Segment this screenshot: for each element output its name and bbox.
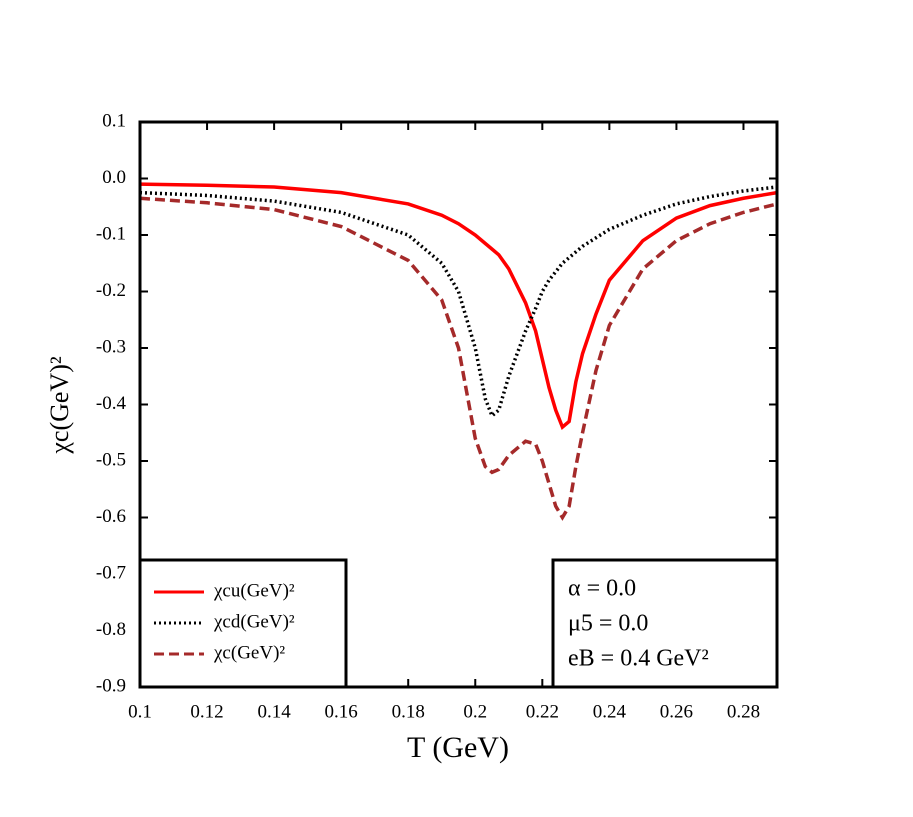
x-tick-label: 0.26 bbox=[660, 701, 693, 722]
x-axis-label: T (GeV) bbox=[407, 731, 509, 764]
x-tick-label: 0.2 bbox=[463, 701, 487, 722]
line-series bbox=[139, 196, 778, 521]
y-tick-label: -0.8 bbox=[96, 619, 126, 640]
y-tick-label: -0.2 bbox=[96, 280, 126, 301]
annotation: α = 0.0 bbox=[568, 576, 636, 602]
y-tick-label: -0.1 bbox=[96, 223, 126, 244]
y-tick-label: -0.6 bbox=[96, 506, 126, 527]
annotation: eB = 0.4 GeV² bbox=[568, 646, 709, 672]
x-tick-label: 0.24 bbox=[593, 701, 627, 722]
plot-frame bbox=[138, 120, 779, 689]
y-tick-label: 0.1 bbox=[102, 110, 126, 131]
y-tick-label: -0.9 bbox=[96, 675, 126, 696]
y-axis-label: χc(GeV)² bbox=[45, 356, 74, 454]
y-tick-label: -0.3 bbox=[96, 336, 126, 357]
y-tick-label: -0.7 bbox=[96, 562, 126, 583]
x-tick-label: 0.16 bbox=[325, 701, 358, 722]
x-tick-label: 0.22 bbox=[526, 701, 559, 722]
x-tick-label: 0.1 bbox=[128, 701, 152, 722]
x-tick-label: 0.12 bbox=[190, 701, 223, 722]
line-series bbox=[139, 185, 778, 419]
legend-label: χcu(GeV)² bbox=[213, 580, 295, 601]
legend-label: χcd(GeV)² bbox=[213, 611, 295, 632]
y-tick-label: -0.4 bbox=[96, 393, 127, 414]
x-tick-label: 0.18 bbox=[392, 701, 425, 722]
x-tick-label: 0.14 bbox=[257, 701, 291, 722]
y-tick-label: -0.5 bbox=[96, 449, 126, 470]
y-tick-label: 0.0 bbox=[102, 167, 126, 188]
annotation-box bbox=[551, 558, 779, 689]
x-tick-label: 0.28 bbox=[727, 701, 760, 722]
line-series bbox=[139, 182, 778, 431]
legend-label: χc(GeV)² bbox=[213, 642, 285, 663]
annotation: μ5 = 0.0 bbox=[568, 611, 648, 637]
